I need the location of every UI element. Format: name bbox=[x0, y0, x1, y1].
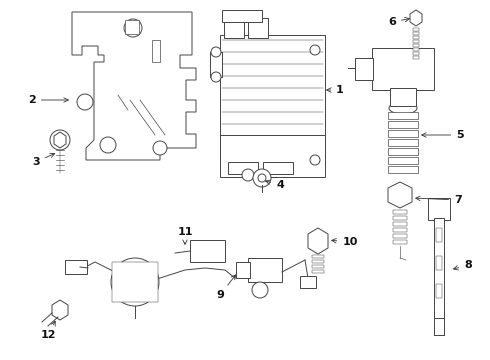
Bar bbox=[393, 240, 407, 244]
Bar bbox=[388, 130, 418, 137]
Circle shape bbox=[111, 258, 159, 306]
Bar bbox=[220, 35, 325, 165]
Text: 9: 9 bbox=[216, 275, 236, 300]
Text: 1: 1 bbox=[327, 85, 344, 95]
Text: 12: 12 bbox=[40, 321, 56, 340]
Circle shape bbox=[211, 47, 221, 57]
Bar bbox=[388, 139, 418, 146]
Text: 6: 6 bbox=[388, 17, 409, 27]
Text: 11: 11 bbox=[177, 227, 193, 244]
Circle shape bbox=[77, 94, 93, 110]
Circle shape bbox=[310, 45, 320, 55]
Bar bbox=[393, 216, 407, 220]
Circle shape bbox=[121, 268, 149, 296]
Bar bbox=[222, 10, 262, 22]
Bar bbox=[312, 265, 324, 268]
Bar bbox=[393, 228, 407, 232]
Circle shape bbox=[153, 141, 167, 155]
Bar bbox=[413, 36, 419, 39]
Bar bbox=[263, 162, 293, 174]
Circle shape bbox=[50, 130, 70, 150]
Bar bbox=[413, 48, 419, 50]
Bar bbox=[248, 258, 282, 282]
Bar bbox=[210, 52, 222, 77]
Bar bbox=[413, 52, 419, 54]
Bar bbox=[65, 260, 87, 274]
Bar bbox=[436, 256, 442, 270]
Bar bbox=[224, 18, 244, 38]
Polygon shape bbox=[52, 300, 68, 320]
Text: 4: 4 bbox=[266, 180, 284, 190]
Bar bbox=[428, 198, 450, 220]
Bar bbox=[413, 32, 419, 35]
Text: 2: 2 bbox=[28, 95, 68, 105]
Bar bbox=[152, 40, 160, 62]
Bar bbox=[436, 284, 442, 298]
Circle shape bbox=[252, 282, 268, 298]
Bar bbox=[388, 148, 418, 155]
Bar bbox=[372, 48, 434, 90]
Polygon shape bbox=[410, 10, 422, 26]
Bar bbox=[312, 270, 324, 273]
Circle shape bbox=[242, 169, 254, 181]
Bar bbox=[236, 262, 250, 278]
Bar bbox=[355, 58, 373, 80]
Bar bbox=[413, 44, 419, 46]
Text: 5: 5 bbox=[422, 130, 464, 140]
Bar bbox=[300, 276, 316, 288]
Circle shape bbox=[129, 276, 141, 288]
Bar bbox=[413, 28, 419, 31]
Bar bbox=[436, 228, 442, 242]
Bar bbox=[228, 162, 258, 174]
Circle shape bbox=[100, 137, 116, 153]
Circle shape bbox=[310, 155, 320, 165]
Bar bbox=[393, 222, 407, 226]
Bar bbox=[413, 56, 419, 59]
Polygon shape bbox=[388, 182, 412, 208]
Circle shape bbox=[258, 174, 266, 182]
Bar bbox=[248, 18, 268, 38]
Bar bbox=[112, 262, 158, 302]
Polygon shape bbox=[72, 12, 196, 160]
Bar bbox=[388, 121, 418, 128]
Bar bbox=[393, 210, 407, 214]
Bar bbox=[388, 157, 418, 164]
Bar bbox=[312, 260, 324, 263]
Bar bbox=[125, 20, 139, 34]
Text: 7: 7 bbox=[416, 195, 462, 205]
Bar bbox=[434, 218, 444, 318]
Text: 3: 3 bbox=[32, 153, 54, 167]
Bar bbox=[413, 40, 419, 42]
Circle shape bbox=[124, 19, 142, 37]
Bar bbox=[190, 240, 225, 262]
Bar bbox=[388, 166, 418, 173]
Bar bbox=[388, 112, 418, 119]
Polygon shape bbox=[54, 132, 66, 148]
Polygon shape bbox=[308, 228, 328, 254]
Bar bbox=[393, 234, 407, 238]
Text: 10: 10 bbox=[332, 237, 358, 247]
Bar bbox=[220, 135, 325, 177]
Circle shape bbox=[253, 169, 271, 187]
Text: 8: 8 bbox=[454, 260, 472, 270]
Bar bbox=[390, 88, 416, 106]
Bar bbox=[312, 255, 324, 258]
Circle shape bbox=[211, 72, 221, 82]
